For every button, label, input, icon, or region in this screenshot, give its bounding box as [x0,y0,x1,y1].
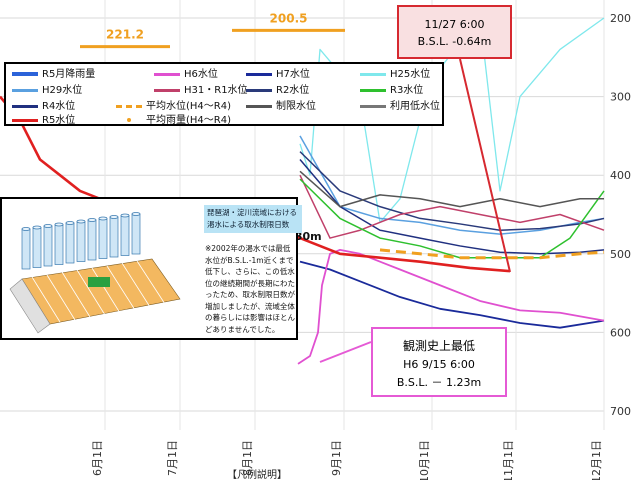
x-tick-label: 9月1日 [330,440,343,476]
legend-label: R2水位 [276,85,310,96]
series-line [299,158,605,255]
legend-label: R3水位 [390,85,424,96]
series-line [299,260,605,329]
legend-swatch [360,72,386,76]
callout-min-value: B.S.L. -0.64m [417,35,492,48]
legend-swatch [360,88,386,92]
series-line [299,174,605,239]
legend-label: R5水位 [42,115,76,126]
y-tick-label: 300 [610,91,631,104]
callout-record-time: H6 9/15 6:00 [403,358,475,371]
legend-label: 平均水位(H4～R4) [146,101,231,112]
legend-item: R3水位 [360,84,423,98]
legend-label: 制限水位 [276,101,316,112]
y-tick-label: 600 [610,326,631,339]
legend-item: H7水位 [246,68,310,82]
inset-chart-graphic [9,212,181,334]
legend-item: 利用低水位 [360,100,440,114]
y-tick-label: 400 [610,169,631,182]
legend-swatch [12,104,38,108]
avg-rain-label: 221.2 [106,28,144,42]
legend-label: R4水位 [42,101,76,112]
legend-item: 制限水位 [246,100,316,114]
legend-label: H31・R1水位 [184,85,248,96]
series-line [299,151,605,231]
legend-swatch [12,72,38,76]
callout-record-title: 観測史上最低 [402,339,475,353]
legend-label: 利用低水位 [390,101,440,112]
legend-swatch [116,104,142,108]
callout-min-time: 11/27 6:00 [424,18,485,31]
legend: R5月降雨量 H6水位 H7水位 H25水位 H29水位 H31・R1水位 R2水位 R3水位… [4,62,444,126]
y-tick-label: 700 [610,405,631,418]
legend-item: H6水位 [154,68,218,82]
legend-swatch [127,118,131,122]
inset-note: ※2002年の渇水では最低水位がB.S.L.-1m近くまで低下し、さらに、この低… [205,244,295,334]
legend-swatch [246,104,272,108]
legend-swatch [246,72,272,76]
y-tick-label: 500 [610,248,631,261]
x-tick-label: 12月1日 [590,440,603,480]
legend-item: H29水位 [12,84,82,98]
legend-item: R4水位 [12,100,75,114]
x-tick-label: 8月1日 [241,440,254,476]
callout-min-level: 11/27 6:00 B.S.L. -0.64m [397,5,512,59]
legend-swatch [246,88,272,92]
x-tick-label: 11月1日 [502,440,515,480]
legend-label: H6水位 [184,69,218,80]
legend-swatch [360,104,386,108]
callout-min-pointer [459,58,511,273]
legend-label: H7水位 [276,69,310,80]
series-line [299,17,605,224]
x-tick-label: 10月1日 [418,440,431,480]
legend-item: H31・R1水位 [154,84,248,98]
legend-label: R5月降雨量 [42,69,96,80]
callout-record-pointer [319,341,372,363]
legend-swatch [12,88,38,92]
legend-swatch [154,88,180,92]
x-axis-ticks: 6月1日 7月1日 8月1日 9月1日 10月1日 11月1日 12月1日 [91,440,603,480]
inset-title: 琵琶湖・淀川流域における渇水による取水制限日数 [204,205,302,233]
legend-item: H25水位 [360,68,430,82]
avg-rain-label: 200.5 [270,11,308,25]
x-tick-label: 7月1日 [166,440,179,476]
legend-item: 平均水位(H4～R4) [116,100,231,114]
series-line [299,170,604,208]
callout-record-low: 観測史上最低 H6 9/15 6:00 B.S.L. － 1.23m [371,327,507,397]
series-line [379,248,605,260]
legend-item: R5水位 [12,114,75,128]
legend-label: 平均雨量(H4～R4) [146,115,231,126]
inset-panel: 琵琶湖・淀川流域における渇水による取水制限日数 ※2002年の渇水では最低水位が… [0,197,302,340]
legend-item: R5月降雨量 [12,68,95,82]
legend-item: R2水位 [246,84,309,98]
legend-item: 平均雨量(H4～R4) [116,114,231,128]
legend-label: H25水位 [390,69,431,80]
legend-explanation-label: 【凡例説明】 [227,470,287,481]
series-line [297,248,605,365]
legend-swatch [154,72,180,76]
callout-record-value: B.S.L. － 1.23m [396,376,482,389]
y-tick-label: 200 [610,12,631,25]
x-tick-label: 6月1日 [91,440,104,476]
legend-label: H29水位 [42,85,83,96]
y-axis-ticks: 200 300 400 500 600 700 [610,12,631,418]
series-lines [0,17,605,365]
legend-swatch [12,118,38,122]
